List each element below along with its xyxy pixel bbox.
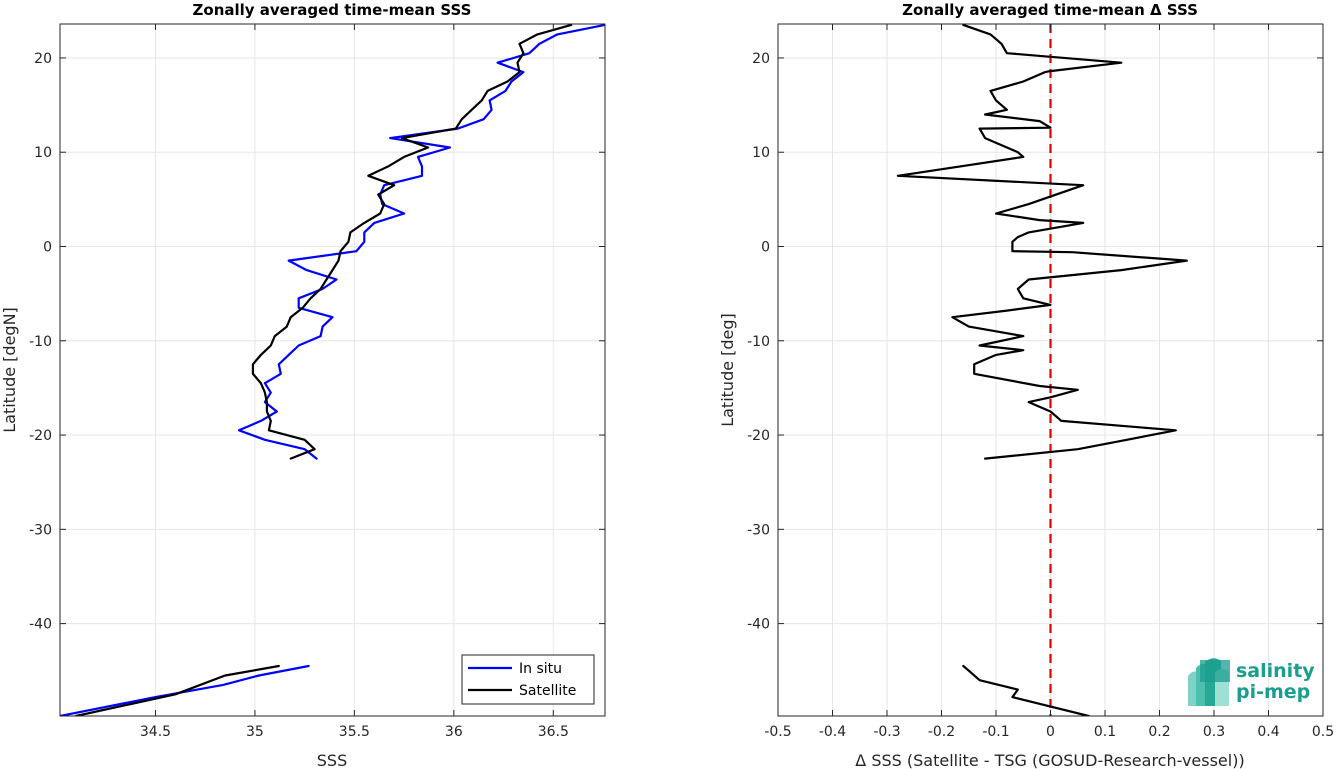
delta-sss-xtick-label: 0.3 bbox=[1203, 724, 1225, 740]
sss-legend: In situ Satellite bbox=[461, 654, 595, 705]
logo-wave-icon bbox=[1188, 658, 1230, 706]
delta-sss-grid bbox=[778, 24, 1323, 716]
legend-in-situ-label: In situ bbox=[519, 661, 562, 677]
delta-sss-xtick-label: -0.4 bbox=[819, 724, 846, 740]
sss-x-axis-label: SSS bbox=[317, 751, 347, 769]
delta-sss-xtick-label: 0 bbox=[1046, 724, 1055, 740]
sss-in-situ-line-1 bbox=[60, 664, 310, 716]
delta-sss-xtick-label: -0.1 bbox=[982, 724, 1009, 740]
sss-panel: 34.5 35 35.5 36 36.5 -40 -30 -20 -10 0 10 20 Zonall… bbox=[0, 1, 606, 769]
delta-sss-ytick-label: -20 bbox=[747, 428, 770, 444]
sss-ytick-label: -10 bbox=[29, 334, 52, 350]
sss-xtick-label: 36 bbox=[445, 724, 463, 740]
delta-sss-xtick-label: 0.5 bbox=[1312, 724, 1334, 740]
delta-sss-ytick-label: -40 bbox=[747, 617, 770, 633]
delta-sss-x-axis-label: Δ SSS (Satellite - TSG (GOSUD-Research-v… bbox=[855, 751, 1244, 769]
logo-line-1: salinity bbox=[1236, 660, 1315, 682]
delta-sss-xtick-label: -0.3 bbox=[873, 724, 900, 740]
delta-sss-series-0-line-0 bbox=[896, 24, 1188, 460]
sss-ticks: 34.5 35 35.5 36 36.5 -40 -30 -20 -10 0 10 20 bbox=[29, 24, 605, 740]
delta-sss-xtick-label: 0.2 bbox=[1148, 724, 1170, 740]
delta-sss-series bbox=[896, 24, 1188, 716]
delta-sss-xtick-label: -0.2 bbox=[928, 724, 955, 740]
sss-xtick-label: 35.5 bbox=[339, 724, 370, 740]
sss-satellite-line-0 bbox=[251, 24, 573, 460]
sss-series bbox=[60, 24, 605, 716]
sss-axes-frame bbox=[59, 23, 606, 717]
delta-sss-ytick-label: -30 bbox=[747, 522, 770, 538]
delta-sss-series-0-line-1 bbox=[962, 664, 1090, 716]
delta-sss-ytick-label: 10 bbox=[752, 145, 770, 161]
salinity-pi-mep-logo: salinity pi-mep bbox=[1188, 658, 1315, 706]
sss-ytick-label: -30 bbox=[29, 522, 52, 538]
sss-ytick-label: 20 bbox=[34, 51, 52, 67]
logo-line-2: pi-mep bbox=[1236, 681, 1310, 703]
delta-sss-y-axis-label: Latitude [deg] bbox=[718, 313, 737, 427]
delta-sss-ytick-label: -10 bbox=[747, 334, 770, 350]
sss-plot-area bbox=[60, 24, 605, 716]
delta-sss-panel: -0.5 -0.4 -0.3 -0.2 -0.1 0 0.1 0.2 0.3 0.4 0.5 -40 -… bbox=[718, 1, 1334, 769]
sss-y-axis-label: Latitude [degN] bbox=[0, 307, 19, 433]
sss-in-situ-line-0 bbox=[237, 24, 605, 460]
delta-sss-xtick-label: 0.4 bbox=[1257, 724, 1279, 740]
delta-sss-xtick-label: -0.5 bbox=[764, 724, 791, 740]
sss-ytick-label: 10 bbox=[34, 145, 52, 161]
sss-xtick-label: 36.5 bbox=[538, 724, 569, 740]
delta-sss-ytick-label: 0 bbox=[761, 239, 770, 255]
delta-sss-axes-frame bbox=[777, 23, 1324, 717]
sss-ytick-label: 0 bbox=[43, 239, 52, 255]
delta-sss-xtick-label: 0.1 bbox=[1094, 724, 1116, 740]
delta-sss-ticks: -0.5 -0.4 -0.3 -0.2 -0.1 0 0.1 0.2 0.3 0.4 0.5 -40 -… bbox=[747, 24, 1334, 740]
legend-satellite-label: Satellite bbox=[519, 683, 576, 699]
sss-grid bbox=[60, 24, 605, 716]
delta-sss-chart-title: Zonally averaged time-mean Δ SSS bbox=[902, 1, 1198, 19]
sss-ytick-label: -20 bbox=[29, 428, 52, 444]
delta-sss-ytick-label: 20 bbox=[752, 51, 770, 67]
sss-xtick-label: 35 bbox=[246, 724, 264, 740]
sss-chart-title: Zonally averaged time-mean SSS bbox=[193, 1, 472, 19]
sss-satellite-line-1 bbox=[74, 664, 280, 716]
legend-box bbox=[461, 654, 595, 705]
sss-xtick-label: 34.5 bbox=[140, 724, 171, 740]
sss-ytick-label: -40 bbox=[29, 617, 52, 633]
